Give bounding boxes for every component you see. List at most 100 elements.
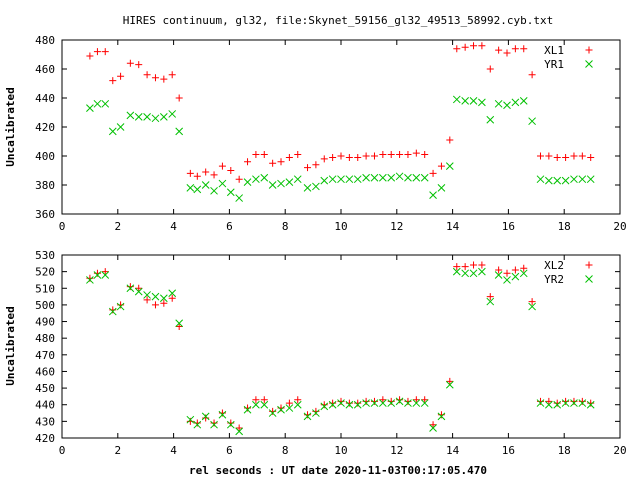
data-point: [260, 400, 269, 409]
data-point: [260, 173, 269, 182]
data-point: [160, 75, 168, 83]
data-point: [210, 171, 218, 179]
data-point: [312, 409, 320, 417]
data-point: [117, 301, 125, 309]
data-point: [285, 404, 294, 412]
x-tick-label: 8: [282, 444, 289, 457]
data-point: [243, 178, 252, 186]
data-point: [578, 397, 586, 405]
data-point: [570, 399, 578, 407]
data-point: [511, 45, 519, 53]
data-point: [260, 151, 268, 159]
data-point: [370, 397, 378, 405]
data-point: [337, 399, 345, 407]
data-point: [93, 269, 101, 277]
data-point: [536, 397, 544, 405]
data-point: [445, 162, 454, 171]
data-point: [235, 424, 243, 432]
data-point: [404, 399, 412, 407]
data-point: [528, 71, 536, 79]
data-point: [202, 168, 210, 176]
data-point: [268, 181, 277, 189]
data-point: [553, 399, 561, 407]
data-point: [329, 153, 337, 161]
y-tick-label: 470: [35, 349, 55, 362]
data-point: [404, 397, 412, 405]
data-point: [126, 284, 135, 293]
data-point: [404, 151, 412, 159]
x-tick-label: 12: [390, 444, 403, 457]
data-point: [151, 292, 160, 301]
data-point: [503, 101, 511, 110]
data-point: [378, 399, 387, 407]
data-point: [353, 175, 362, 184]
data-point: [553, 153, 561, 161]
data-point: [101, 271, 110, 279]
data-point: [528, 117, 536, 126]
data-point: [429, 421, 437, 429]
x-tick-label: 2: [114, 220, 121, 233]
data-point: [151, 74, 159, 82]
data-point: [303, 412, 312, 421]
data-point: [362, 397, 370, 405]
data-point: [143, 71, 151, 79]
data-point: [545, 397, 553, 405]
data-point: [387, 151, 395, 159]
x-tick-label: 20: [613, 444, 626, 457]
top-panel: 0 2 4 6 8 10 12 14 16 18 20 360 380 400 420 440 460 480 Un…: [4, 34, 627, 233]
y-tick-label: 430: [35, 415, 55, 428]
data-point: [561, 399, 570, 407]
data-point: [370, 173, 379, 182]
data-point: [562, 153, 570, 161]
data-point: [461, 269, 470, 278]
data-point: [126, 283, 134, 291]
data-point: [175, 323, 183, 331]
data-point: [160, 299, 168, 307]
data-point: [452, 267, 461, 276]
data-point: [495, 46, 503, 54]
data-point: [243, 405, 252, 414]
x-tick-label: 14: [446, 220, 460, 233]
data-point: [412, 396, 420, 404]
data-point: [294, 396, 302, 404]
x-tick-label: 18: [558, 444, 571, 457]
data-point: [486, 115, 495, 124]
data-point: [320, 402, 329, 411]
data-point: [545, 176, 553, 185]
bottom-panel: 0 2 4 6 8 10 12 14 16 18 20 420 430 440 450 460 470 480 49…: [4, 249, 627, 457]
data-point: [201, 412, 210, 421]
x-tick-label: 20: [613, 220, 626, 233]
data-point: [210, 419, 218, 427]
data-point: [109, 306, 117, 314]
data-point: [252, 151, 260, 159]
data-point: [562, 397, 570, 405]
data-point: [117, 72, 125, 80]
data-point: [519, 269, 528, 278]
data-point: [486, 293, 494, 301]
data-point: [218, 409, 226, 417]
data-point: [545, 400, 553, 409]
data-point: [101, 48, 109, 56]
data-point: [134, 112, 143, 121]
data-point: [218, 410, 227, 419]
data-point: [186, 184, 195, 192]
data-point: [461, 97, 470, 105]
data-point: [354, 399, 362, 407]
data-point: [470, 42, 478, 50]
data-point: [412, 173, 421, 182]
data-point: [378, 173, 387, 182]
y-tick-label: 480: [35, 332, 55, 345]
data-point: [345, 153, 353, 161]
data-point: [101, 268, 109, 276]
data-point: [511, 272, 520, 281]
data-point: [252, 175, 260, 184]
data-point: [412, 149, 420, 157]
legend-entry: YR2: [544, 273, 564, 286]
data-point: [387, 397, 395, 405]
x-tick-label: 8: [282, 220, 289, 233]
data-point: [86, 52, 94, 60]
x-axis-label: rel seconds : UT date 2020-11-03T00:17:0…: [189, 464, 487, 477]
legend-marker: [585, 46, 593, 54]
data-point: [159, 112, 168, 121]
